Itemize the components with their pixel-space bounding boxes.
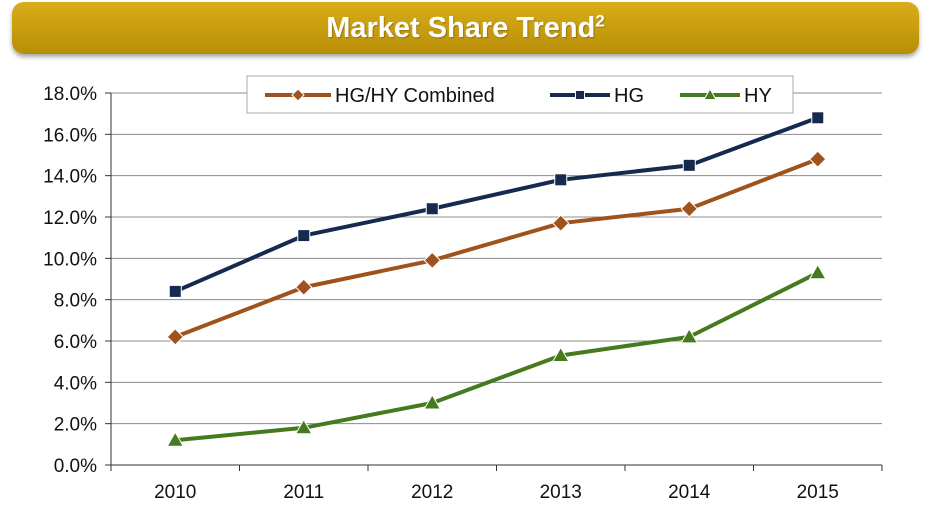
x-tick-label: 2015: [797, 482, 839, 503]
y-tick-label: 10.0%: [43, 249, 97, 270]
y-tick-label: 12.0%: [43, 208, 97, 229]
y-tick-label: 6.0%: [54, 332, 97, 353]
y-tick-label: 0.0%: [54, 456, 97, 477]
data-point: [552, 214, 570, 232]
legend-entry: HG: [550, 85, 644, 107]
chart-title-text: Market Share Trend: [326, 11, 596, 44]
data-point: [166, 431, 185, 447]
series-0: [166, 150, 827, 346]
data-point: [423, 251, 441, 270]
data-point: [297, 229, 311, 243]
y-tick-label: 8.0%: [54, 291, 97, 312]
data-point: [166, 328, 184, 346]
series-line: [175, 271, 819, 443]
legend-entry: HG/HY Combined: [265, 85, 495, 107]
data-point: [554, 173, 568, 187]
title-footnote: 2: [595, 10, 605, 30]
y-tick-label: 14.0%: [43, 167, 97, 188]
data-point: [811, 111, 825, 125]
y-tick-label: 18.0%: [43, 84, 97, 105]
y-tick-label: 2.0%: [54, 415, 97, 436]
legend-box: [246, 75, 794, 114]
y-axis-tick-labels: 0.0% 2.0% 4.0% 6.0% 8.0% 10.0% 12.0% 14.0% 16.0%…: [43, 84, 97, 477]
axes: [105, 92, 883, 471]
legend-label: HG/HY Combined: [335, 85, 495, 107]
x-axis-tick-labels: 2010 2011 2012 2013 2014 2015: [154, 482, 839, 503]
data-point: [809, 150, 827, 168]
x-tick-label: 2013: [540, 482, 582, 503]
data-point: [168, 284, 182, 298]
legend: HG/HY Combined HG HY: [246, 75, 794, 114]
legend-swatch-marker: [291, 88, 305, 102]
legend-label: HY: [744, 85, 772, 107]
y-tick-label: 16.0%: [43, 125, 97, 146]
data-point: [295, 278, 313, 296]
series-2: [166, 263, 827, 447]
legend-label: HG: [614, 85, 644, 107]
y-tick-label: 4.0%: [54, 373, 97, 394]
x-tick-label: 2011: [283, 482, 324, 503]
data-point: [682, 158, 696, 172]
data-point: [294, 418, 313, 435]
legend-swatch-marker: [703, 87, 717, 100]
x-tick-label: 2014: [668, 482, 711, 503]
series-line: [174, 115, 819, 294]
data-point: [680, 200, 698, 218]
grid-lines: [111, 92, 882, 425]
x-tick-label: 2012: [411, 482, 453, 503]
data-point: [425, 202, 439, 216]
x-tick-label: 2010: [154, 482, 196, 503]
legend-entry: HY: [680, 85, 772, 107]
series-1: [168, 111, 825, 298]
data-point: [808, 263, 827, 280]
title-banner: Market Share Trend2: [12, 2, 919, 54]
series-line: [174, 157, 819, 339]
chart-title: Market Share Trend2: [326, 12, 605, 45]
data-point: [423, 393, 442, 410]
data-point: [551, 346, 570, 362]
data-point: [680, 327, 699, 344]
series-group: [166, 111, 827, 447]
legend-swatch-marker: [575, 90, 585, 100]
